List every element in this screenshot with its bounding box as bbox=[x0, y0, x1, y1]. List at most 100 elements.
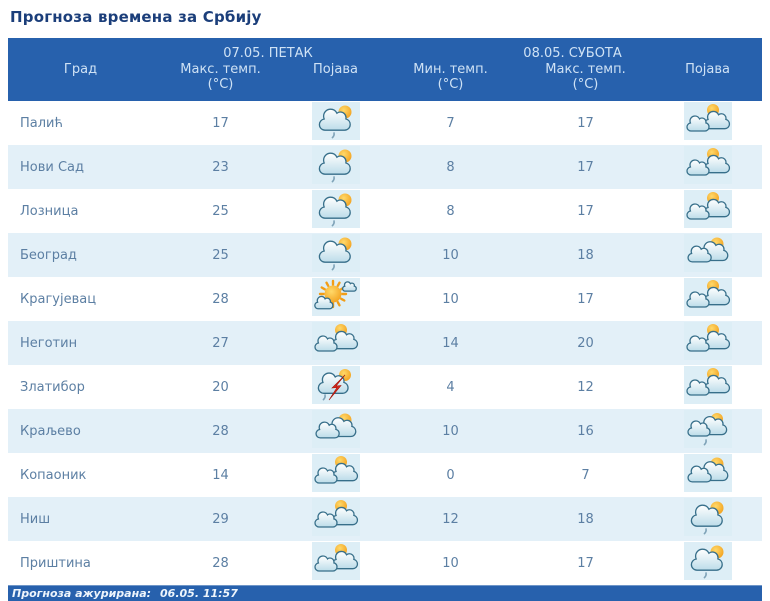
city-cell: Ниш bbox=[20, 511, 51, 527]
sat-min-temp-cell: 0 bbox=[446, 467, 455, 483]
partly-cloudy-icon bbox=[311, 498, 360, 536]
partly-cloudy-icon bbox=[683, 366, 732, 404]
cloudy-sun-icon bbox=[683, 234, 732, 272]
sat-max-temp-cell: 18 bbox=[577, 247, 594, 263]
city-cell: Нови Сад bbox=[20, 159, 85, 175]
sun-cloud-shower-icon bbox=[311, 190, 360, 228]
fri-phenomenon-cell bbox=[288, 321, 383, 365]
sat-max-temp-cell: 16 bbox=[577, 423, 594, 439]
fri-max-temp-cell: 27 bbox=[212, 335, 229, 351]
sat-phenomenon-cell bbox=[653, 233, 762, 277]
forecast-table: Град 07.05. ПЕТАК 08.05. СУБОТА Макс. те… bbox=[8, 38, 763, 585]
sat-min-temp-unit: (°C) bbox=[437, 77, 464, 92]
city-cell: Златибор bbox=[20, 379, 85, 395]
fri-phenomenon-cell bbox=[288, 277, 383, 321]
sat-phenomenon-cell bbox=[653, 497, 762, 541]
partly-cloudy-icon bbox=[683, 278, 732, 316]
table-row: Копаоник 14 0 7 bbox=[8, 453, 762, 497]
page-title: Прогноза времена за Србију bbox=[10, 8, 262, 26]
sun-cloud-shower-icon bbox=[311, 146, 360, 184]
sat-max-temp-label: Макс. темп. bbox=[545, 62, 626, 77]
day1-date-header: 07.05. ПЕТАК bbox=[153, 38, 384, 61]
table-row: Палић 17 7 17 bbox=[8, 101, 762, 145]
sat-phenomenon-cell bbox=[653, 409, 762, 453]
sat-min-temp-cell: 8 bbox=[446, 159, 455, 175]
fri-max-temp-cell: 25 bbox=[212, 203, 229, 219]
sat-max-temp-cell: 17 bbox=[577, 203, 594, 219]
update-status-bar: Прогноза ажурирана: 06.05. 11:57 bbox=[8, 585, 762, 601]
fri-max-temp-cell: 17 bbox=[212, 115, 229, 131]
sat-phenomenon-cell bbox=[653, 189, 762, 233]
fri-phenomenon-cell bbox=[288, 145, 383, 189]
partly-cloudy-icon bbox=[311, 454, 360, 492]
column-header-sat-max-temp: Макс. темп. (°C) bbox=[518, 61, 654, 101]
forecast-table-body: Палић 17 7 17 Нови Сад 23 8 17 Лозница 2… bbox=[8, 101, 763, 585]
sat-min-temp-cell: 10 bbox=[442, 555, 459, 571]
sat-min-temp-cell: 14 bbox=[442, 335, 459, 351]
fri-phenomenon-cell bbox=[288, 541, 383, 585]
city-cell: Палић bbox=[20, 115, 63, 131]
sat-min-temp-cell: 4 bbox=[446, 379, 455, 395]
sat-max-temp-cell: 17 bbox=[577, 555, 594, 571]
partly-cloudy-icon bbox=[683, 190, 732, 228]
cloudy-sun-shower-icon bbox=[683, 410, 732, 448]
table-row: Златибор 20 4 12 bbox=[8, 365, 762, 409]
sat-phenomenon-cell bbox=[653, 145, 762, 189]
partly-cloudy-icon bbox=[683, 146, 732, 184]
sat-min-temp-cell: 7 bbox=[446, 115, 455, 131]
sun-cloud-shower-icon bbox=[683, 498, 732, 536]
sat-max-temp-cell: 12 bbox=[577, 379, 594, 395]
forecast-table-header: Град 07.05. ПЕТАК 08.05. СУБОТА Макс. те… bbox=[8, 38, 763, 101]
city-cell: Крагујевац bbox=[20, 291, 97, 307]
sat-min-temp-cell: 10 bbox=[442, 291, 459, 307]
fri-max-temp-cell: 20 bbox=[212, 379, 229, 395]
fri-max-temp-cell: 14 bbox=[212, 467, 229, 483]
sun-cloud-shower-icon bbox=[311, 102, 360, 140]
fri-phenomenon-cell bbox=[288, 497, 383, 541]
fri-max-temp-cell: 28 bbox=[212, 291, 229, 307]
sat-max-temp-cell: 17 bbox=[577, 115, 594, 131]
column-header-sat-min-temp: Мин. темп. (°C) bbox=[383, 61, 519, 101]
table-row: Приштина 28 10 17 bbox=[8, 541, 762, 585]
partly-cloudy-icon bbox=[683, 102, 732, 140]
fri-phenomenon-cell bbox=[288, 101, 383, 145]
column-header-city: Град bbox=[8, 38, 153, 101]
thunderstorm-icon bbox=[311, 366, 360, 404]
table-row: Београд 25 10 18 bbox=[8, 233, 763, 277]
sat-max-temp-cell: 18 bbox=[577, 511, 594, 527]
cloudy-sun-icon bbox=[683, 454, 732, 492]
update-timestamp: 06.05. 11:57 bbox=[160, 587, 238, 600]
sun-cloud-shower-icon bbox=[311, 234, 360, 272]
sat-phenomenon-cell bbox=[653, 541, 762, 585]
column-header-fri-max-temp: Макс. темп. (°C) bbox=[153, 61, 288, 101]
table-row: Краљево 28 10 16 bbox=[8, 409, 763, 453]
sat-max-temp-cell: 20 bbox=[577, 335, 594, 351]
sat-phenomenon-cell bbox=[653, 365, 762, 409]
city-cell: Краљево bbox=[20, 423, 81, 439]
fri-phenomenon-cell bbox=[288, 453, 383, 497]
table-row: Ниш 29 12 18 bbox=[8, 497, 763, 541]
fri-phenomenon-cell bbox=[288, 233, 383, 277]
table-row: Нови Сад 23 8 17 bbox=[8, 145, 763, 189]
sunny-few-clouds-icon bbox=[311, 278, 360, 316]
sun-cloud-shower-icon bbox=[683, 542, 732, 580]
sat-min-temp-cell: 8 bbox=[446, 203, 455, 219]
sat-phenomenon-cell bbox=[653, 453, 762, 497]
fri-max-temp-cell: 29 bbox=[212, 511, 229, 527]
table-row: Крагујевац 28 10 17 bbox=[8, 277, 762, 321]
sat-max-temp-cell: 17 bbox=[577, 159, 594, 175]
fri-phenomenon-cell bbox=[288, 409, 383, 453]
sat-min-temp-label: Мин. темп. bbox=[413, 62, 488, 77]
sat-max-temp-unit: (°C) bbox=[572, 77, 599, 92]
column-header-fri-phenomenon: Појава bbox=[288, 61, 384, 101]
fri-max-temp-cell: 28 bbox=[212, 423, 229, 439]
sat-phenomenon-cell bbox=[653, 101, 762, 145]
fri-max-temp-cell: 28 bbox=[212, 555, 229, 571]
partly-cloudy-icon bbox=[311, 542, 360, 580]
sat-min-temp-cell: 10 bbox=[442, 423, 459, 439]
cloudy-sun-icon bbox=[311, 410, 360, 448]
fri-max-temp-unit: (°C) bbox=[207, 77, 234, 92]
sat-max-temp-cell: 17 bbox=[577, 291, 594, 307]
city-cell: Приштина bbox=[20, 555, 91, 571]
